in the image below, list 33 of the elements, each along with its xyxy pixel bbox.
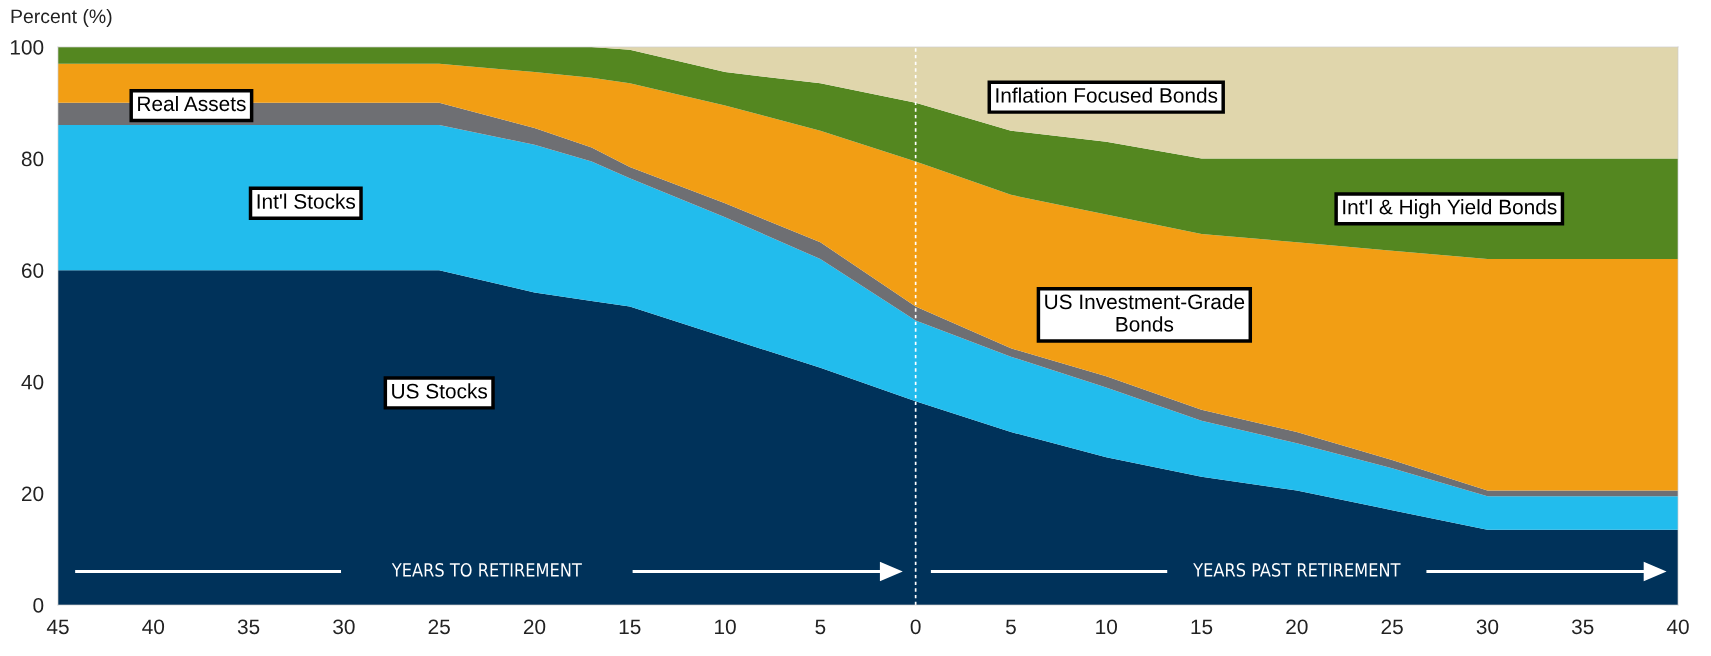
x-tick-label: 30 xyxy=(1476,619,1499,635)
y-tick-label: 20 xyxy=(21,486,44,502)
series-label: US Investment-Grade Bonds xyxy=(1045,293,1245,332)
x-tick-label: 25 xyxy=(1381,619,1403,635)
annotation: YEARS TO RETIREMENT xyxy=(391,563,582,577)
x-tick-label: 5 xyxy=(815,619,826,635)
x-tick-label: 45 xyxy=(46,619,69,635)
x-tick-label: 10 xyxy=(1096,619,1118,635)
x-tick-label: 20 xyxy=(1286,619,1308,635)
y-tick-label: 100 xyxy=(10,40,44,55)
series-label: US Stocks xyxy=(392,383,488,399)
x-tick-label: 5 xyxy=(1005,619,1016,635)
y-tick-label: 80 xyxy=(21,151,44,167)
x-tick-label: 15 xyxy=(1191,619,1213,635)
x-tick-label: 20 xyxy=(523,619,546,635)
x-tick-label: 30 xyxy=(333,619,355,635)
x-tick-label: 35 xyxy=(237,619,260,635)
x-tick-label: 10 xyxy=(715,619,736,635)
annotation: YEARS PAST RETIREMENT xyxy=(1193,563,1401,577)
series-label: Real Assets xyxy=(138,95,246,112)
series-label: Inflation Focused Bonds xyxy=(996,87,1218,103)
series-label: Int'l & High Yield Bonds xyxy=(1343,199,1557,219)
x-tick-label: 40 xyxy=(142,619,165,635)
x-tick-label: 25 xyxy=(428,619,450,635)
y-tick-label: 60 xyxy=(22,263,44,278)
x-tick-label: 35 xyxy=(1571,619,1594,635)
y-axis-title: Percent (%) xyxy=(11,8,112,28)
y-tick-label: 0 xyxy=(33,598,44,613)
x-tick-label: 15 xyxy=(619,619,641,635)
x-tick-label: 40 xyxy=(1666,619,1689,635)
x-tick-label: 0 xyxy=(910,619,921,635)
y-tick-label: 40 xyxy=(21,374,44,390)
series-label: Int'l Stocks xyxy=(257,193,356,209)
